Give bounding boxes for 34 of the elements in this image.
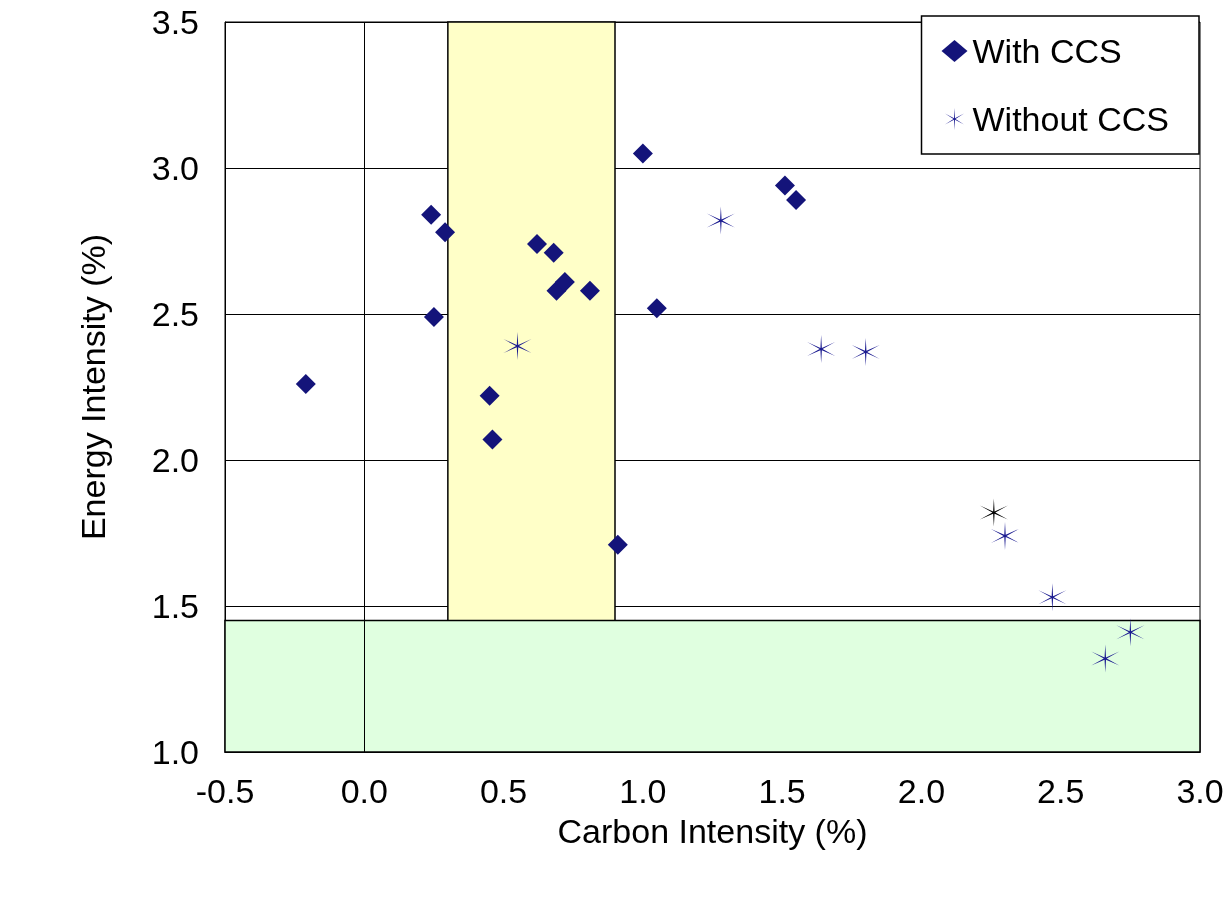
x-tick-label: 0.0 <box>340 772 388 810</box>
point <box>421 204 442 225</box>
legend-label: With CCS <box>972 32 1122 70</box>
point <box>786 190 807 211</box>
y-tick-label: 1.0 <box>151 733 199 771</box>
point <box>435 222 456 243</box>
point <box>543 242 564 263</box>
x-tick-label: 1.0 <box>619 772 667 810</box>
x-tick-label: 2.0 <box>897 772 946 810</box>
point <box>774 175 795 196</box>
point <box>479 385 500 406</box>
point <box>646 298 667 319</box>
point <box>632 143 653 164</box>
x-tick-label: 1.5 <box>758 772 806 810</box>
y-tick-label: 3.0 <box>151 149 199 187</box>
point <box>607 534 628 555</box>
point <box>554 271 575 292</box>
point <box>527 233 547 254</box>
point <box>423 306 444 327</box>
point <box>579 280 600 301</box>
x-axis-title: Carbon Intensity (%) <box>557 812 868 850</box>
y-tick-label: 3.5 <box>151 3 199 41</box>
legend-label: Without CCS <box>972 100 1169 138</box>
x-tick-label: 0.5 <box>479 772 528 810</box>
x-tick-label: -0.5 <box>195 772 255 810</box>
x-tick-label: 2.5 <box>1037 772 1085 810</box>
point <box>295 374 316 395</box>
point <box>482 429 503 450</box>
y-tick-label: 1.5 <box>151 587 199 625</box>
y-axis-title: Energy Intensity (%) <box>74 233 112 541</box>
y-tick-label: 2.0 <box>151 441 199 479</box>
y-tick-label: 2.5 <box>151 295 199 333</box>
point <box>503 332 532 361</box>
x-tick-label: 3.0 <box>1176 772 1224 810</box>
